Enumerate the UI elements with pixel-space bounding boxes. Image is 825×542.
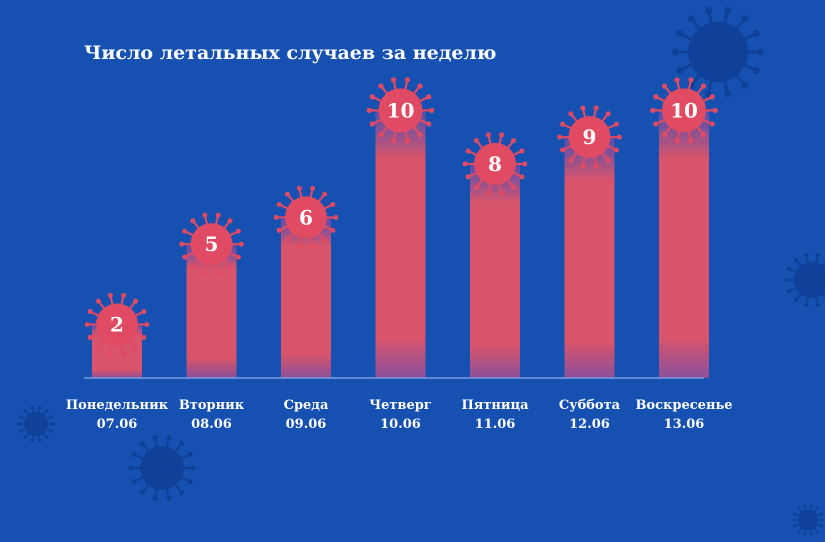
value-markers-group: 2 5 6 10 8 9 10: [84, 77, 718, 357]
bar: [281, 217, 331, 378]
category-date: 13.06: [663, 417, 705, 432]
category-date: 11.06: [474, 417, 516, 432]
category-date: 10.06: [380, 417, 421, 432]
category-day: Воскресенье: [635, 398, 733, 413]
category-day: Пятница: [461, 398, 529, 413]
virus-decoration-icon: [128, 434, 196, 502]
category-label: Понедельник 07.06: [62, 396, 172, 434]
category-day: Четверг: [369, 398, 432, 413]
category-day: Среда: [283, 398, 329, 413]
category-day: Понедельник: [65, 398, 169, 413]
bar: [564, 137, 615, 378]
virus-marker-icon: [179, 212, 244, 276]
data-label: 2: [110, 312, 124, 336]
category-label: Среда 09.06: [251, 396, 361, 434]
virus-decoration-icon: [792, 504, 824, 536]
data-label: 10: [670, 98, 698, 122]
data-label: 9: [583, 125, 597, 149]
virus-decoration-icon: [671, 6, 765, 98]
category-date: 09.06: [285, 417, 327, 432]
category-label: Воскресенье 13.06: [629, 396, 739, 434]
category-day: Суббота: [558, 398, 621, 413]
data-label: 5: [205, 232, 219, 256]
bar: [659, 110, 709, 378]
virus-decoration-icon: [17, 405, 55, 443]
virus-marker-icon: [273, 185, 339, 250]
virus-marker-icon: [462, 132, 528, 196]
category-label: Пятница 11.06: [440, 396, 550, 434]
category-label: Четверг 10.06: [346, 396, 456, 434]
virus-marker-icon: [650, 77, 718, 144]
chart-title: Число летальных случаев за неделю: [84, 42, 497, 64]
virus-marker-icon: [557, 105, 622, 169]
data-label: 6: [299, 205, 313, 229]
virus-marker-icon: [366, 77, 435, 144]
category-date: 08.06: [191, 417, 232, 432]
category-date: 07.06: [96, 417, 138, 432]
bar: [375, 110, 426, 378]
data-label: 10: [387, 98, 415, 122]
category-date: 12.06: [569, 417, 610, 432]
category-day: Вторник: [178, 398, 245, 413]
virus-marker-icon: [84, 292, 150, 357]
category-label: Вторник 08.06: [157, 396, 267, 434]
virus-decoration-icon: [784, 252, 825, 308]
bars-group: [92, 110, 709, 378]
category-label: Суббота 12.06: [535, 396, 645, 434]
bar: [470, 163, 520, 378]
data-label: 8: [488, 152, 502, 176]
